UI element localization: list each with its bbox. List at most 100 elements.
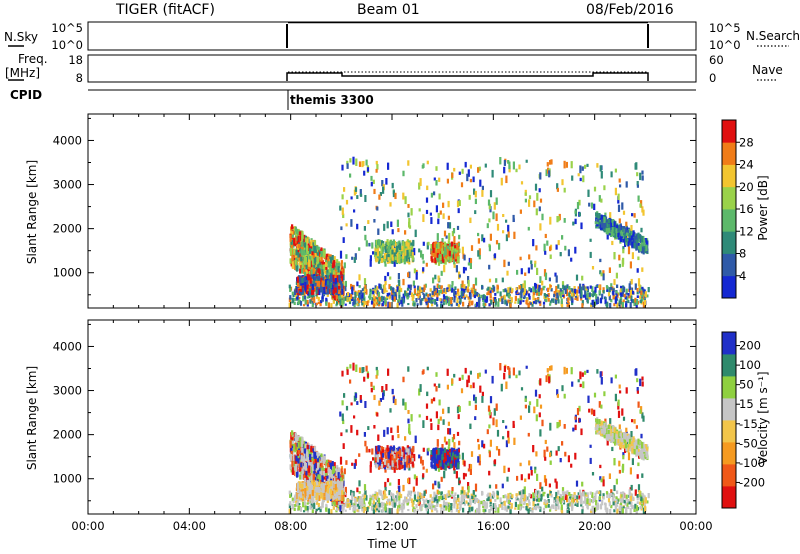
scatter-cell [493,286,496,292]
scatter-cell [592,290,595,296]
scatter-cell [618,469,621,474]
scatter-cell [567,249,570,257]
scatter-cell [642,507,645,514]
scatter-cell [423,284,426,291]
scatter-cell [587,395,590,403]
scatter-cell [289,501,292,506]
scatter-cell [524,398,527,402]
scatter-cell [398,279,401,288]
y-tick-label: 3000 [53,178,82,192]
scatter-cell [639,234,642,240]
scatter-cell [417,500,420,505]
scatter-cell [431,258,434,263]
scatter-cell [375,374,378,379]
scatter-cell [447,215,450,220]
scatter-cell [354,505,357,511]
scatter-cell [435,248,438,253]
scatter-cell [431,496,434,502]
scatter-cell [496,494,499,498]
scatter-cell [361,302,364,306]
scatter-cell [472,382,475,389]
beam-label: Beam 01 [357,2,420,18]
scatter-cell [443,496,446,500]
scatter-cell [468,400,471,406]
scatter-cell [472,284,475,289]
scatter-cell [639,378,642,387]
scatter-cell [610,171,613,178]
scatter-cell [461,246,464,254]
scatter-cell [539,172,542,180]
scatter-cell [629,495,632,502]
scatter-cell [316,294,319,299]
scatter-cell [305,270,308,276]
scatter-cell [372,457,375,461]
scatter-cell [426,185,429,191]
scatter-cell [373,219,376,223]
scatter-cell [430,505,433,510]
scatter-cell [386,501,389,505]
scatter-cell [441,254,444,261]
scatter-cell [623,232,626,238]
scatter-cell [562,284,565,290]
scatter-cell [468,257,471,266]
scatter-cell [637,484,641,492]
scatter-cell [567,455,570,463]
scatter-cell [407,478,410,484]
scatter-cell [390,492,393,497]
scatter-cell [335,271,338,276]
scatter-cell [374,502,377,506]
scatter-cell [447,258,450,263]
scatter-cell [348,505,352,511]
scatter-cell [523,501,526,505]
scatter-cell [560,504,563,511]
scatter-cell [443,470,446,479]
scatter-cell [538,507,541,510]
scatter-cell [622,300,625,303]
scatter-cell [294,226,297,232]
scatter-cell [468,504,471,509]
scatter-cell [506,495,509,501]
scatter-cell [477,238,480,244]
scatter-cell [435,166,438,171]
scatter-cell [429,494,432,498]
scatter-cell [602,479,605,487]
scatter-cell [574,246,577,254]
scatter-cell [625,303,628,308]
scatter-cell [506,476,509,482]
scatter-cell [400,299,403,305]
scatter-cell [576,202,580,210]
scatter-cell [297,229,300,234]
scatter-cell [451,287,454,291]
scatter-cell [599,270,602,275]
scatter-cell [563,218,566,223]
scatter-cell [378,296,381,302]
scatter-cell [562,294,565,298]
scatter-cell [598,491,601,495]
scatter-cell [402,299,405,304]
colorbar-tick-label: 16 [739,202,754,216]
scatter-cell [426,366,429,371]
scatter-cell [539,482,542,489]
scatter-cell [305,264,308,270]
scatter-cell [474,288,477,293]
scatter-cell [642,301,645,308]
scatter-cell [320,300,323,304]
scatter-cell [340,260,343,264]
scatter-cell [342,298,345,304]
scatter-cell [338,274,341,281]
scatter-cell [426,391,429,397]
scatter-cell [407,160,410,166]
scatter-cell [317,503,320,507]
scatter-cell [469,468,472,475]
scatter-cell [426,508,429,515]
scatter-cell [544,501,547,504]
scatter-cell [387,507,390,514]
scatter-cell [453,258,456,265]
scatter-cell [444,494,447,501]
scatter-cell [634,369,637,376]
scatter-cell [539,429,542,437]
scatter-cell [394,256,397,261]
scatter-cell [407,498,410,504]
scatter-cell [471,301,474,306]
scatter-cell [539,223,542,231]
